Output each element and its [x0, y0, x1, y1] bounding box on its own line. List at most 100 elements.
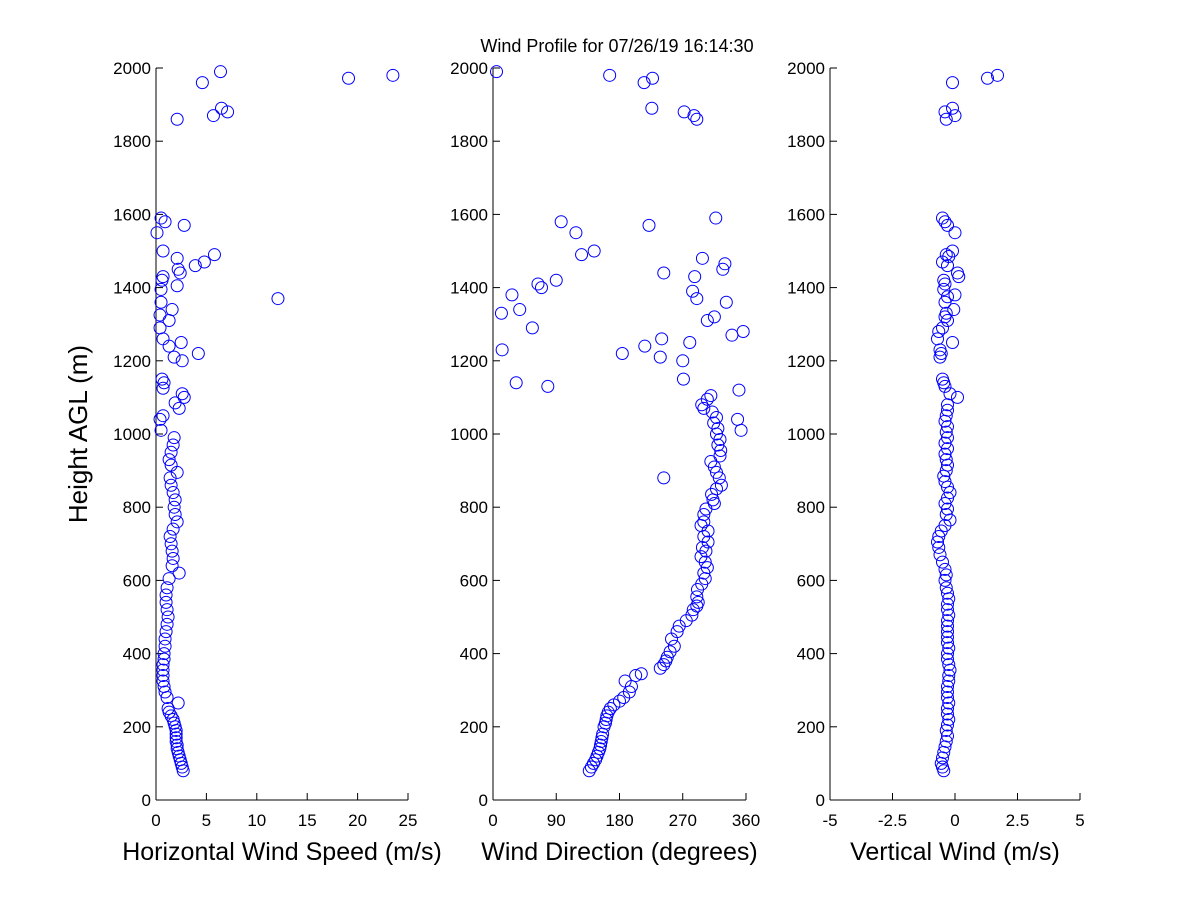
- data-point: [941, 707, 954, 721]
- data-point: [657, 471, 671, 485]
- data-point: [162, 314, 176, 328]
- data-point: [952, 270, 966, 284]
- x-tick-label-90: 90: [547, 811, 566, 830]
- data-point: [191, 346, 205, 360]
- data-point: [937, 282, 951, 296]
- data-point: [162, 453, 176, 467]
- data-point: [718, 257, 732, 271]
- data-point: [169, 734, 183, 748]
- data-point: [170, 279, 184, 293]
- data-point: [162, 339, 176, 353]
- data-point: [942, 696, 956, 710]
- data-point: [691, 583, 705, 597]
- data-point: [947, 303, 961, 317]
- data-point: [700, 561, 714, 575]
- data-point: [206, 109, 220, 123]
- data-point: [941, 630, 954, 644]
- data-point: [951, 266, 964, 280]
- data-point: [615, 346, 629, 360]
- data-point: [941, 680, 954, 694]
- data-point: [166, 438, 180, 452]
- y-tick-label-0: 0: [142, 791, 151, 810]
- data-point: [933, 548, 947, 562]
- data-point: [159, 588, 173, 602]
- data-point: [603, 68, 617, 82]
- data-point: [719, 295, 733, 309]
- y-tick-label-800: 800: [797, 498, 825, 517]
- data-point: [941, 442, 954, 456]
- data-point: [159, 625, 173, 639]
- data-point: [677, 105, 691, 119]
- data-point: [942, 712, 956, 726]
- data-point: [690, 292, 704, 306]
- data-point: [716, 262, 730, 276]
- data-point: [173, 266, 187, 280]
- data-point: [946, 101, 959, 115]
- data-point: [554, 215, 568, 229]
- data-point: [713, 449, 727, 463]
- data-point: [941, 691, 954, 705]
- y-tick-label-1800: 1800: [450, 132, 488, 151]
- data-point: [933, 343, 947, 357]
- data-point: [156, 674, 170, 688]
- data-point: [937, 273, 951, 287]
- data-point: [207, 248, 221, 262]
- x-tick-label-0: 0: [488, 811, 497, 830]
- data-point: [942, 669, 956, 683]
- data-point: [939, 306, 953, 320]
- data-point: [938, 497, 952, 511]
- y-tick-label-200: 200: [797, 718, 825, 737]
- data-point: [683, 336, 697, 349]
- data-point: [938, 105, 952, 119]
- data-point: [732, 383, 746, 397]
- data-point: [495, 343, 509, 357]
- x-axis-label-vertical-wind-m-s: Vertical Wind (m/s): [850, 838, 1060, 866]
- y-tick-label-800: 800: [123, 498, 151, 517]
- x-tick-label-0: 0: [950, 811, 959, 830]
- y-tick-label-0: 0: [479, 791, 488, 810]
- data-point: [161, 702, 175, 715]
- data-point: [948, 288, 962, 302]
- data-point: [939, 581, 953, 595]
- data-point: [941, 290, 954, 304]
- data-point: [569, 226, 583, 240]
- data-point: [941, 647, 954, 661]
- x-tick-label-360: 360: [732, 811, 760, 830]
- data-point: [941, 619, 954, 633]
- data-point: [697, 515, 711, 529]
- data-point: [936, 555, 949, 569]
- x-tick-label-2-5: -2.5: [878, 811, 907, 830]
- data-point: [153, 321, 167, 335]
- data-point: [613, 694, 626, 708]
- y-tick-label-1400: 1400: [787, 279, 825, 298]
- data-point: [697, 508, 711, 522]
- y-tick-label-200: 200: [460, 718, 488, 737]
- data-point: [169, 731, 183, 745]
- data-point: [938, 447, 952, 461]
- x-tick-label-20: 20: [348, 811, 367, 830]
- data-point: [162, 572, 176, 586]
- y-tick-label-800: 800: [460, 498, 488, 517]
- y-tick-label-1600: 1600: [450, 205, 488, 224]
- data-point: [164, 458, 178, 472]
- data-point: [646, 71, 660, 85]
- data-point: [171, 696, 185, 710]
- x-tick-label-15: 15: [298, 811, 317, 830]
- data-point: [941, 502, 954, 516]
- data-point: [156, 409, 170, 423]
- data-point: [942, 658, 956, 672]
- y-tick-label-400: 400: [460, 645, 488, 664]
- y-tick-label-600: 600: [797, 571, 825, 590]
- data-point: [158, 639, 172, 653]
- data-point: [707, 310, 721, 324]
- data-point: [939, 409, 953, 423]
- data-point: [505, 288, 519, 302]
- data-point: [697, 529, 711, 543]
- y-tick-label-600: 600: [460, 571, 488, 590]
- data-point: [490, 65, 504, 79]
- data-point: [941, 636, 954, 650]
- data-point: [155, 372, 169, 386]
- data-point: [946, 76, 959, 90]
- data-point: [942, 674, 956, 688]
